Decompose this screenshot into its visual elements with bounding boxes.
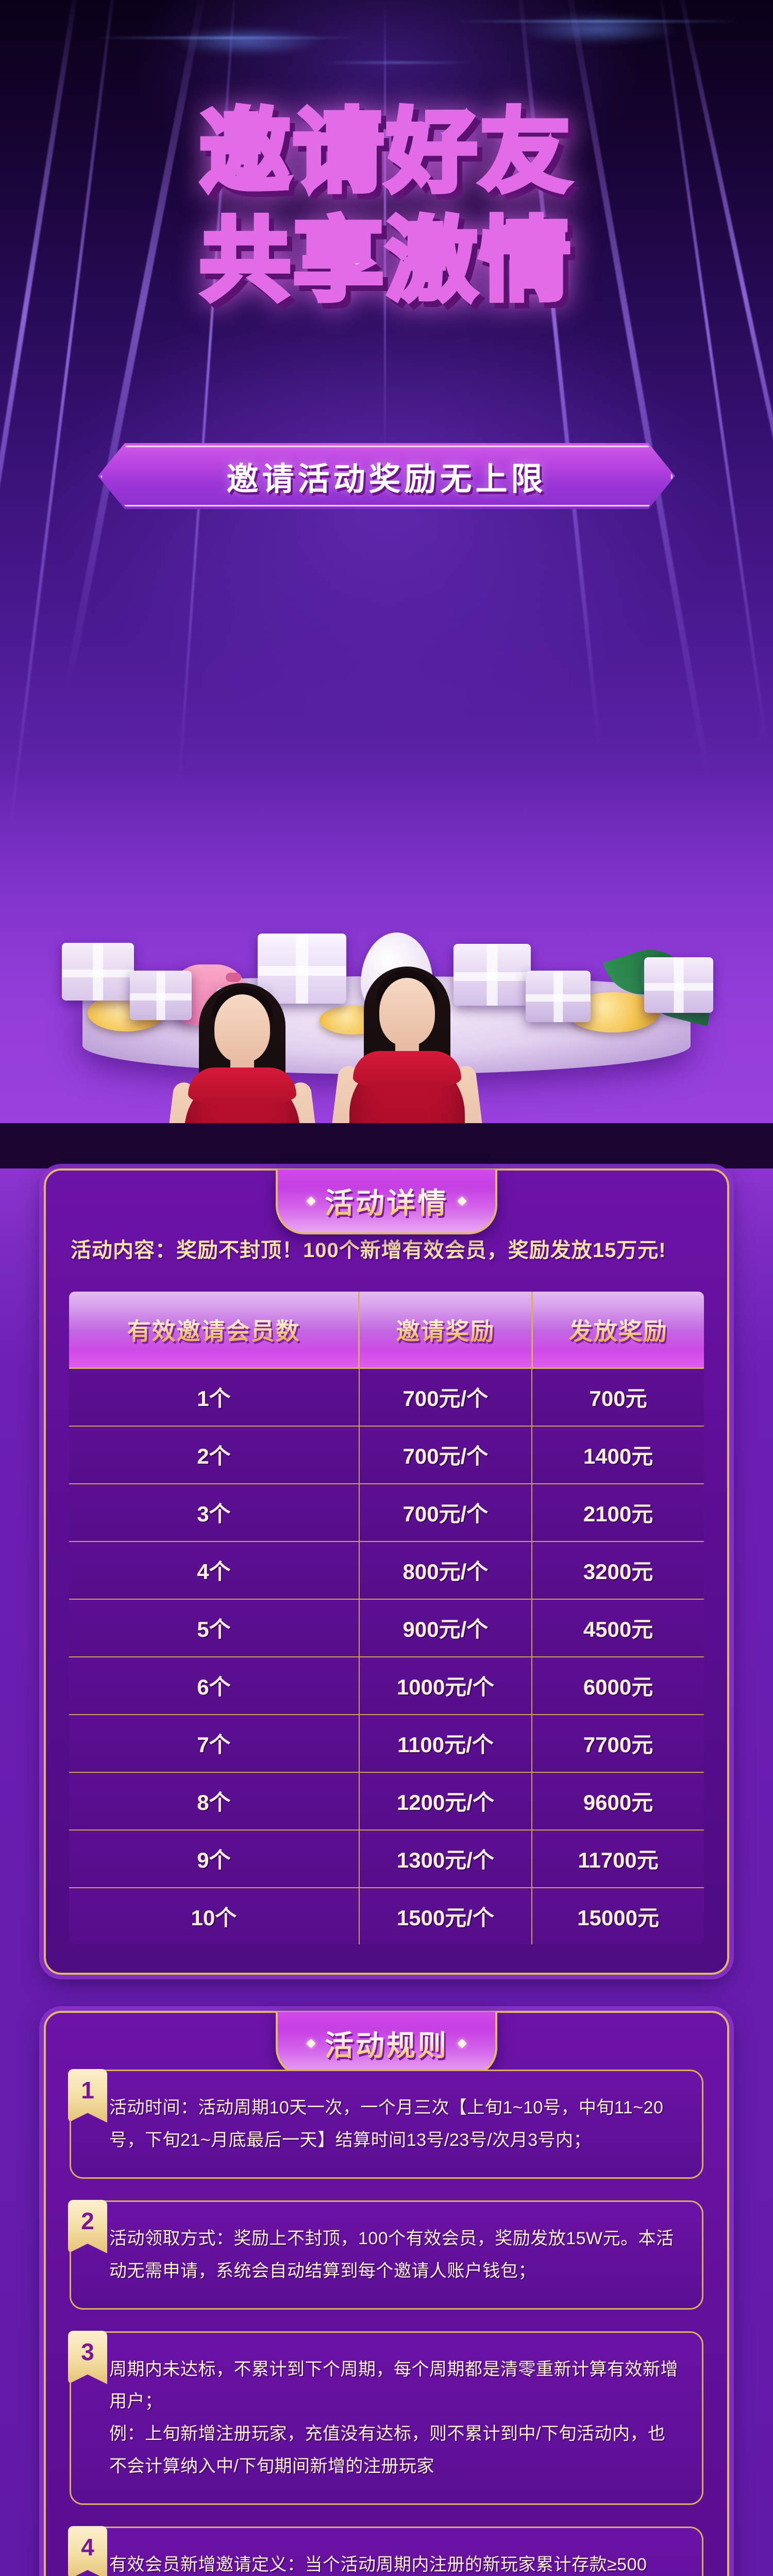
rules-badge: 活动规则 [276, 2012, 497, 2077]
cell-reward-per: 900元/个 [359, 1599, 533, 1657]
rule-item: 3 周期内未达标，不累计到下个周期，每个周期都是清零重新计算有效新增用户； 例：… [68, 2330, 703, 2505]
cell-reward-per: 700元/个 [359, 1368, 533, 1427]
table-row: 9个 1300元/个 11700元 [69, 1829, 704, 1888]
activity-intro-text: 活动内容：奖励不封顶！100个新增有效会员，奖励发放15万元! [71, 1239, 666, 1262]
table-row: 6个 1000元/个 6000元 [69, 1656, 704, 1715]
red-dress [349, 1056, 465, 1123]
table-head: 有效邀请会员数 邀请奖励 发放奖励 [69, 1292, 704, 1369]
diamond-dot-icon [306, 1196, 316, 1206]
rule-text: 活动时间：活动周期10天一次，一个月三次【上旬1~10号，中旬11~20号，下旬… [109, 2098, 664, 2150]
table-row: 1个 700元/个 700元 [69, 1368, 704, 1427]
cell-total: 11700元 [532, 1829, 704, 1888]
cell-invites: 4个 [69, 1541, 360, 1600]
cell-reward-per: 800元/个 [359, 1541, 533, 1600]
table-row: 2个 700元/个 1400元 [69, 1426, 704, 1484]
cell-invites: 5个 [69, 1599, 360, 1657]
table-row: 10个 1500元/个 15000元 [69, 1887, 704, 1944]
diamond-dot-icon [457, 2038, 467, 2048]
prize-stage-illustration [0, 520, 773, 1123]
cell-reward-per: 700元/个 [359, 1483, 533, 1542]
cell-invites: 6个 [69, 1656, 360, 1715]
cell-invites: 9个 [69, 1829, 360, 1888]
cell-invites: 2个 [69, 1426, 360, 1484]
cell-total: 7700元 [532, 1714, 704, 1773]
cell-total: 15000元 [532, 1887, 704, 1944]
col-header-reward-per: 邀请奖励 [359, 1292, 533, 1369]
table-row: 5个 900元/个 4500元 [69, 1599, 704, 1657]
cell-invites: 7个 [69, 1714, 360, 1773]
cell-total: 9600元 [532, 1772, 704, 1831]
cell-reward-per: 1000元/个 [359, 1656, 533, 1715]
rule-number: 4 [68, 2526, 107, 2576]
cell-invites: 10个 [69, 1887, 360, 1944]
diamond-dot-icon [306, 2038, 316, 2048]
gift-box [526, 971, 591, 1022]
cell-reward-per: 700元/个 [359, 1426, 533, 1484]
cell-total: 1400元 [532, 1426, 704, 1484]
cell-reward-per: 1500元/个 [359, 1887, 533, 1944]
hero-banner: 邀请好友 共享激情 邀请活动奖励无上限 [0, 0, 773, 1123]
page-title: 邀请好友 共享激情 [0, 105, 773, 309]
rule-text: 活动领取方式：奖励上不封顶，100个有效会员，奖励发放15W元。本活动无需申请，… [109, 2228, 674, 2281]
gift-box [453, 944, 531, 1006]
cell-total: 700元 [532, 1368, 704, 1427]
table-row: 8个 1200元/个 9600元 [69, 1772, 704, 1831]
activity-rules-panel: 活动规则 1 活动时间：活动周期10天一次，一个月三次【上旬1~10号，中旬11… [44, 2011, 729, 2576]
rule-text: 有效会员新增邀请定义：当个活动周期内注册的新玩家累计存款≥500元； 上级转账金… [109, 2555, 647, 2575]
gift-box [644, 957, 713, 1013]
rule-item: 4 有效会员新增邀请定义：当个活动周期内注册的新玩家累计存款≥500元； 上级转… [68, 2526, 703, 2576]
table-header-row: 有效邀请会员数 邀请奖励 发放奖励 [69, 1292, 704, 1369]
table-row: 4个 800元/个 3200元 [69, 1541, 704, 1600]
gift-box [62, 943, 134, 1001]
cell-reward-per: 1300元/个 [359, 1829, 533, 1888]
background-light-beams [0, 0, 773, 1123]
activity-details-panel: 活动详情 活动内容：奖励不封顶！100个新增有效会员，奖励发放15万元! 有效邀… [44, 1168, 729, 1975]
cell-invites: 8个 [69, 1772, 360, 1831]
subtitle-ribbon: 邀请活动奖励无上限 [0, 443, 773, 509]
gift-box [130, 971, 192, 1020]
cell-total: 2100元 [532, 1483, 704, 1542]
col-header-invites: 有效邀请会员数 [69, 1292, 360, 1369]
red-dress [184, 1073, 300, 1123]
col-header-total-reward: 发放奖励 [532, 1292, 704, 1369]
cell-total: 3200元 [532, 1541, 704, 1600]
gift-box [258, 934, 346, 1004]
rule-number: 3 [68, 2330, 107, 2384]
title-line-1: 邀请好友 [0, 105, 773, 200]
table-row: 3个 700元/个 2100元 [69, 1483, 704, 1542]
reward-table: 有效邀请会员数 邀请奖励 发放奖励 1个 700元/个 700元 2个 700元/个 1… [68, 1290, 705, 1946]
face [214, 994, 270, 1062]
face [379, 978, 435, 1046]
details-badge: 活动详情 [276, 1170, 497, 1234]
page-content: 活动详情 活动内容：奖励不封顶！100个新增有效会员，奖励发放15万元! 有效邀… [0, 1168, 773, 2576]
rule-item: 1 活动时间：活动周期10天一次，一个月三次【上旬1~10号，中旬11~20号，… [68, 2069, 703, 2179]
cell-reward-per: 1100元/个 [359, 1714, 533, 1773]
cell-invites: 3个 [69, 1483, 360, 1542]
cell-invites: 1个 [69, 1368, 360, 1427]
rule-text: 周期内未达标，不累计到下个周期，每个周期都是清零重新计算有效新增用户； 例：上旬… [109, 2359, 678, 2477]
cell-reward-per: 1200元/个 [359, 1772, 533, 1831]
diamond-dot-icon [457, 1196, 467, 1206]
rule-item: 2 活动领取方式：奖励上不封顶，100个有效会员，奖励发放15W元。本活动无需申… [68, 2199, 703, 2310]
table-row: 7个 1100元/个 7700元 [69, 1714, 704, 1773]
title-line-2: 共享激情 [0, 213, 773, 309]
table-body: 1个 700元/个 700元 2个 700元/个 1400元 3个 700元/个 2100元… [69, 1368, 704, 1944]
rule-number: 2 [68, 2199, 107, 2253]
cell-total: 4500元 [532, 1599, 704, 1657]
details-badge-title: 活动详情 [325, 1180, 448, 1222]
rule-number: 1 [68, 2069, 107, 2123]
cell-total: 6000元 [532, 1656, 704, 1715]
rules-badge-title: 活动规则 [325, 2023, 448, 2064]
subtitle-text: 邀请活动奖励无上限 [226, 462, 547, 497]
